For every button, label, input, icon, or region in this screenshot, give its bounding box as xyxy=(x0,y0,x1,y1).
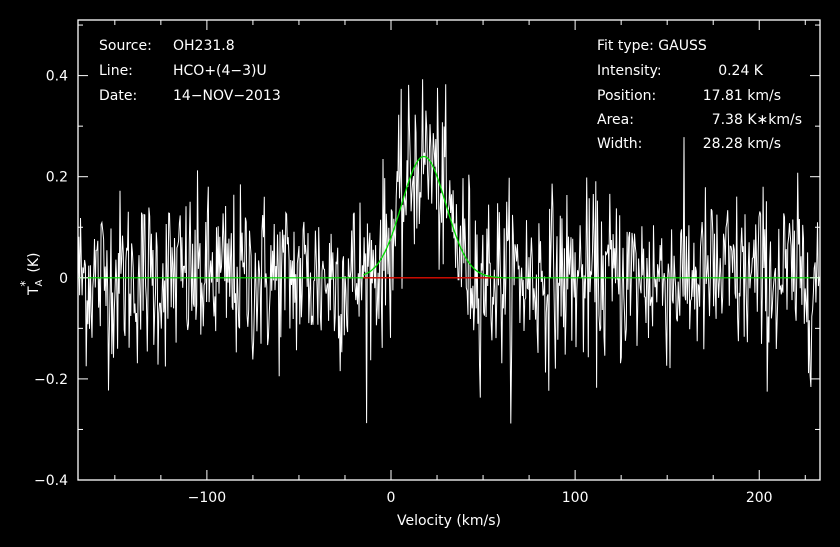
spectrum-line xyxy=(77,79,821,424)
y-axis-label-unit: (K) xyxy=(26,252,42,272)
fit-layer xyxy=(78,155,820,279)
gaussian-fit-curve xyxy=(363,155,502,279)
source-key: Source: xyxy=(99,38,152,54)
area-value: 7.38 K∗km/s xyxy=(712,112,802,128)
width-key: Width: xyxy=(597,136,642,152)
date-key: Date: xyxy=(99,88,137,104)
fit-type: Fit type: GAUSS xyxy=(597,38,707,54)
y-tick-label: 0 xyxy=(59,271,68,287)
line-value: HCO+(4−3)U xyxy=(173,63,267,79)
source-value: OH231.8 xyxy=(173,38,235,54)
plot-border xyxy=(77,19,821,481)
intensity-value: 0.24 K xyxy=(718,63,764,79)
svg-text:TA*(K): TA* (K) xyxy=(18,252,45,296)
position-key: Position: xyxy=(597,88,656,104)
header-left: Source: OH231.8 Line: HCO+(4−3)U Date: 1… xyxy=(99,38,281,104)
intensity-key: Intensity: xyxy=(597,63,662,79)
date-value: 14−NOV−2013 xyxy=(173,88,281,104)
x-axis-label: Velocity (km/s) xyxy=(397,513,501,529)
x-ticks: −100 0 100 200 xyxy=(114,20,806,506)
plot-frame xyxy=(77,19,821,481)
y-tick-label: −0.4 xyxy=(34,473,68,489)
y-tick-label: 0.4 xyxy=(46,69,68,85)
x-tick-label: 100 xyxy=(562,490,589,506)
line-key: Line: xyxy=(99,63,133,79)
spectrum-layer xyxy=(77,79,821,424)
y-axis-label: TA* (K) xyxy=(18,252,45,296)
width-value: 28.28 km/s xyxy=(703,136,781,152)
y-axis-label-sup: * xyxy=(18,281,32,287)
area-key: Area: xyxy=(597,112,634,128)
y-axis-label-sub: A xyxy=(34,279,45,286)
position-value: 17.81 km/s xyxy=(703,88,781,104)
y-ticks: −0.4 −0.2 0 0.2 0.4 xyxy=(34,24,820,489)
x-tick-label: 200 xyxy=(746,490,773,506)
fit-results: Fit type: GAUSS Intensity: 0.24 K Positi… xyxy=(597,38,802,152)
y-axis-label-main: T xyxy=(26,286,42,296)
x-tick-label: 0 xyxy=(387,490,396,506)
y-tick-label: 0.2 xyxy=(46,170,68,186)
x-tick-label: −100 xyxy=(188,490,226,506)
y-tick-label: −0.2 xyxy=(34,372,68,388)
